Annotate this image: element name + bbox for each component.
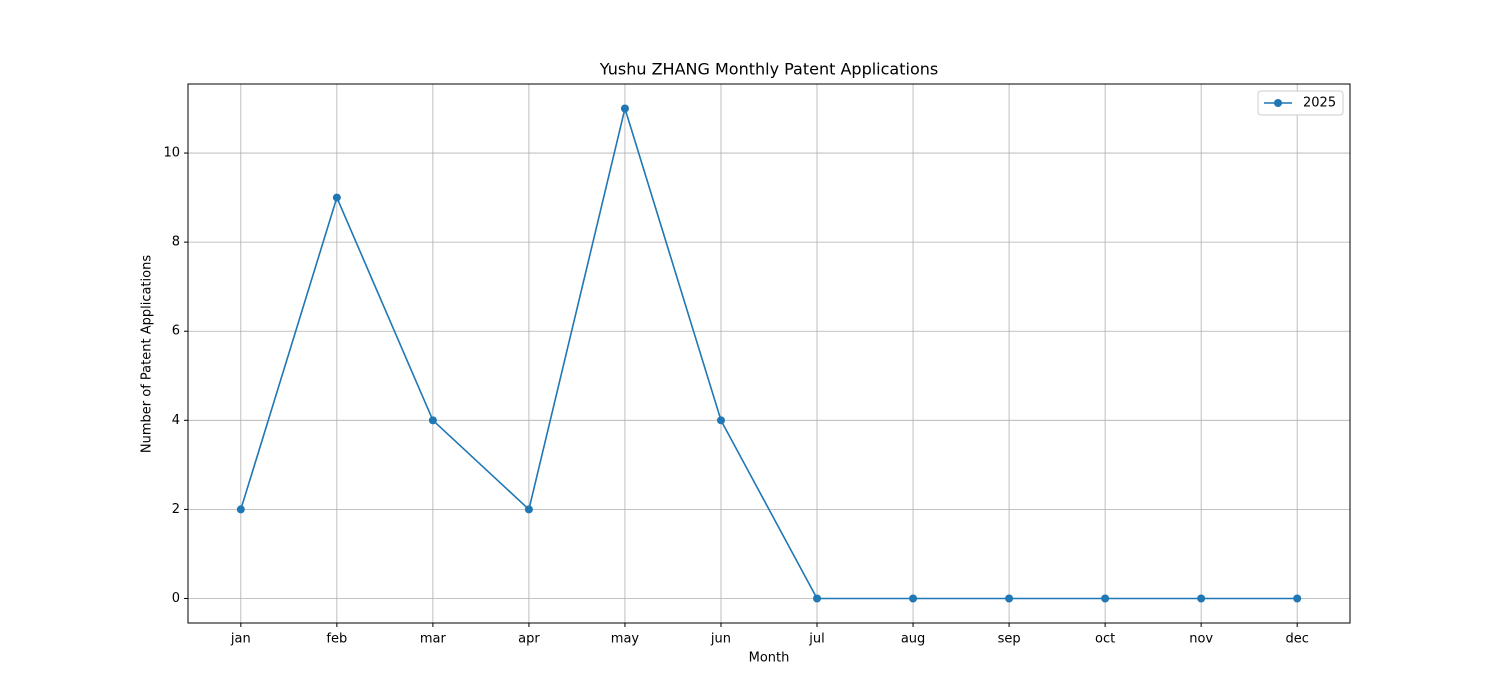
marker xyxy=(237,505,245,513)
marker xyxy=(813,595,821,603)
x-tick-label: aug xyxy=(901,632,925,647)
marker xyxy=(1197,595,1205,603)
x-tick-label: oct xyxy=(1095,632,1115,647)
y-tick-label: 10 xyxy=(163,146,180,161)
x-tick-label: may xyxy=(611,632,640,647)
chart-title: Yushu ZHANG Monthly Patent Applications xyxy=(599,60,938,79)
chart: Yushu ZHANG Monthly Patent Applications … xyxy=(0,0,1500,700)
marker xyxy=(621,105,629,113)
x-tick-label: dec xyxy=(1285,632,1308,647)
y-tick-label: 4 xyxy=(172,413,180,428)
marker xyxy=(1101,595,1109,603)
legend-marker xyxy=(1274,99,1282,107)
marker xyxy=(525,505,533,513)
y-tick-label: 2 xyxy=(172,502,180,517)
marker xyxy=(717,416,725,424)
marker xyxy=(1293,595,1301,603)
marker xyxy=(333,194,341,202)
x-tick-label: apr xyxy=(518,632,540,647)
x-tick-label: mar xyxy=(420,632,447,647)
x-tick-label: jan xyxy=(230,632,251,647)
marker xyxy=(909,595,917,603)
x-tick-label: jul xyxy=(808,632,824,647)
x-tick-label: nov xyxy=(1189,632,1213,647)
y-tick-label: 8 xyxy=(172,235,180,250)
x-axis-label: Month xyxy=(749,651,790,666)
y-tick-label: 0 xyxy=(172,591,180,606)
y-axis-label: Number of Patent Applications xyxy=(140,255,155,453)
x-tick-label: sep xyxy=(998,632,1021,647)
marker xyxy=(429,416,437,424)
x-tick-label: jun xyxy=(710,632,731,647)
x-tick-label: feb xyxy=(326,632,347,647)
marker xyxy=(1005,595,1013,603)
y-tick-label: 6 xyxy=(172,324,180,339)
legend-label: 2025 xyxy=(1303,96,1336,111)
